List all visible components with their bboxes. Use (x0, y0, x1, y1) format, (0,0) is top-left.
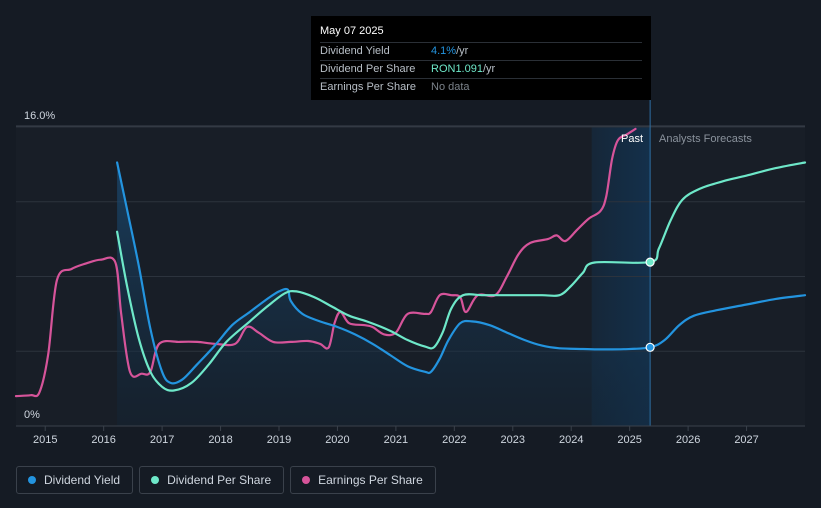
tooltip-value: No data (431, 81, 470, 93)
earnings-per-share-line (14, 127, 637, 398)
x-tick-label: 2023 (501, 434, 525, 446)
forecast-label: Analysts Forecasts (659, 133, 752, 145)
dividend-yield-marker (645, 342, 655, 352)
x-tick-label: 2020 (325, 434, 349, 446)
y-axis-max-label: 16.0% (24, 110, 55, 122)
tooltip-label: Earnings Per Share (320, 81, 416, 93)
chart-legend: Dividend Yield Dividend Per Share Earnin… (16, 466, 436, 494)
x-tick-label: 2016 (91, 434, 115, 446)
x-tick-label: 2027 (734, 434, 758, 446)
x-tick-label: 2017 (150, 434, 174, 446)
tooltip-unit: /yr (456, 45, 469, 57)
tooltip-value: 4.1% (431, 45, 457, 57)
tooltip-unit: /yr (482, 63, 496, 75)
tooltip-row-dividend-yield: Dividend Yield 4.1% /yr (320, 42, 642, 60)
x-tick-label: 2021 (384, 434, 408, 446)
legend-label: Earnings Per Share (318, 473, 423, 487)
x-tick-label: 2025 (617, 434, 641, 446)
dividend-yield-area (117, 162, 651, 426)
past-label: Past (621, 133, 643, 145)
tooltip-row-dividend-per-share: Dividend Per Share RON1.091 /yr (320, 60, 642, 78)
legend-dot-icon (302, 476, 311, 484)
tooltip-date: May 07 2025 (320, 25, 384, 37)
tooltip-row-earnings-per-share: Earnings Per Share No data (320, 78, 642, 96)
x-tick-label: 2019 (267, 434, 291, 446)
legend-dot-icon (151, 476, 160, 484)
legend-dot-icon (28, 476, 36, 484)
tooltip-value: RON1.091 (431, 63, 483, 75)
tooltip-label: Dividend Yield (320, 45, 390, 57)
legend-label: Dividend Per Share (167, 473, 272, 487)
legend-item-dividend-per-share[interactable]: Dividend Per Share (139, 466, 285, 494)
tooltip-label: Dividend Per Share (320, 63, 416, 75)
legend-item-earnings-per-share[interactable]: Earnings Per Share (290, 466, 436, 494)
x-tick-label: 2026 (676, 434, 700, 446)
x-axis-ticks: 2015 2016 2017 2018 2019 2020 2021 2022 2023 2024… (33, 426, 759, 446)
dividend-per-share-marker (645, 257, 655, 267)
x-tick-label: 2022 (442, 434, 466, 446)
x-tick-label: 2015 (33, 434, 57, 446)
y-axis-min-label: 0% (24, 409, 40, 421)
series-markers (645, 257, 655, 352)
x-tick-label: 2018 (208, 434, 232, 446)
hover-tooltip: May 07 2025 Dividend Yield 4.1% /yr Divi… (311, 16, 651, 100)
legend-label: Dividend Yield (44, 473, 121, 487)
legend-item-dividend-yield[interactable]: Dividend Yield (16, 466, 134, 494)
dividend-per-share-line (116, 161, 807, 392)
x-tick-label: 2024 (559, 434, 583, 446)
